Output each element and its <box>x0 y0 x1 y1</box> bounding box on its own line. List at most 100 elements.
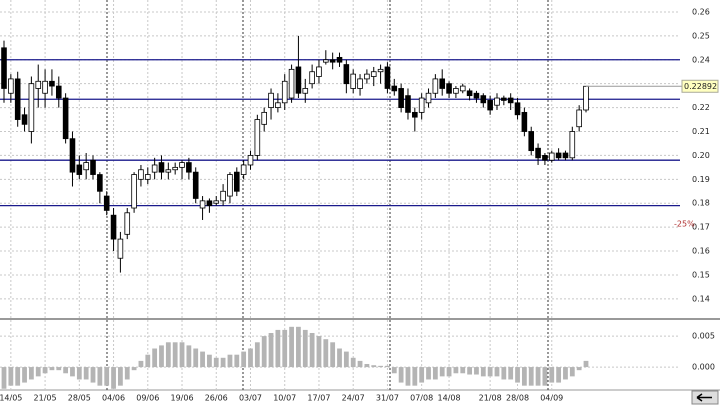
histogram-bar <box>261 336 267 368</box>
candle-body <box>302 88 309 94</box>
histogram-bar <box>90 367 96 383</box>
candle-body <box>548 152 555 161</box>
histogram-bar <box>234 354 240 368</box>
histogram-bar <box>494 367 500 377</box>
candle-body <box>69 138 76 173</box>
histogram-bar <box>282 329 288 368</box>
candle-body <box>405 95 411 113</box>
x-tick-label: 28/05 <box>68 394 91 403</box>
histogram-bar <box>268 333 274 368</box>
x-tick-label: 03/07 <box>239 394 262 403</box>
candle-body <box>8 78 14 94</box>
candle-body <box>254 119 261 156</box>
candle-body <box>309 71 315 85</box>
histogram-bar <box>405 367 411 386</box>
candle-body <box>446 83 452 94</box>
histogram-bar <box>63 367 69 374</box>
candle-body <box>453 88 459 94</box>
candle-body <box>186 162 192 173</box>
candle-body <box>398 88 404 108</box>
histogram-bar <box>227 354 233 368</box>
histogram-bar <box>296 326 301 368</box>
x-tick-label: 17/07 <box>307 394 330 403</box>
histogram-bar <box>289 326 294 368</box>
y-tick-label: 0.24 <box>692 55 710 64</box>
candle-body <box>343 64 350 85</box>
candle-body <box>76 164 83 175</box>
histogram-bar <box>563 367 568 380</box>
y-tick-label: 0.21 <box>692 127 710 136</box>
x-tick-label: 21/08 <box>479 394 502 403</box>
histogram-bar <box>385 365 390 368</box>
histogram-bar <box>152 348 158 368</box>
candle-body <box>151 164 158 173</box>
histogram-bar <box>460 367 466 374</box>
candle-body <box>172 166 178 171</box>
x-tick-label: 24/07 <box>342 394 365 403</box>
histogram-bar <box>302 329 308 368</box>
y-tick-label: 0.20 <box>692 151 710 160</box>
histogram-bar <box>179 342 185 368</box>
candle-body <box>179 162 185 168</box>
candle-body <box>227 174 233 197</box>
histogram-bar <box>254 342 260 368</box>
histogram-bar <box>316 336 322 368</box>
candle-body <box>247 155 254 166</box>
candle-body <box>295 66 302 94</box>
candle-body <box>117 238 124 259</box>
histogram-bar <box>118 367 123 386</box>
histogram-bar <box>446 367 452 377</box>
candle-body <box>144 174 151 180</box>
histogram-bar <box>159 345 164 368</box>
candle-body <box>268 92 274 108</box>
candle-body <box>110 214 117 240</box>
histogram-bar <box>200 351 205 368</box>
histogram-bar <box>576 367 582 371</box>
candle-body <box>391 85 398 92</box>
candle-body <box>439 78 446 89</box>
candle-body <box>21 114 28 125</box>
histogram-bar <box>165 342 171 368</box>
histogram-bar <box>70 367 75 377</box>
candle-body <box>49 80 55 87</box>
candle-body <box>62 97 69 140</box>
histogram-bar <box>22 367 27 383</box>
candle-body <box>412 111 418 118</box>
candle-body <box>432 78 439 94</box>
histogram-bar <box>364 363 370 368</box>
histogram-bar <box>248 348 253 368</box>
y-tick-label: 0.22 <box>692 103 710 112</box>
histogram-bar <box>432 367 438 380</box>
y-tick-label: 0.14 <box>692 294 710 303</box>
histogram-bar <box>186 345 192 368</box>
histogram-bar <box>111 367 116 389</box>
histogram-bar <box>42 367 48 374</box>
candle-body <box>288 68 295 99</box>
candle-body <box>521 111 528 132</box>
candle-body <box>459 85 466 92</box>
histogram-bar <box>398 367 404 383</box>
y-tick-label: 0.15 <box>692 270 710 279</box>
candle-body <box>370 71 377 77</box>
histogram-bar <box>76 367 82 380</box>
candle-body <box>384 66 391 89</box>
candle-body <box>90 159 96 175</box>
candle-body <box>487 100 493 111</box>
y-tick-label: 0.000 <box>692 363 715 372</box>
y-tick-label: 0.19 <box>692 175 710 184</box>
candle-body <box>234 171 240 192</box>
candle-body <box>199 200 206 209</box>
candle-body <box>323 59 329 63</box>
x-tick-label: 31/07 <box>376 394 399 403</box>
candle-body <box>213 200 220 204</box>
candle-body <box>165 169 172 173</box>
histogram-bar <box>453 367 459 374</box>
candle-body <box>240 164 247 175</box>
x-tick-label: 04/09 <box>540 394 563 403</box>
candle-body <box>192 171 199 199</box>
histogram-bar <box>474 367 479 375</box>
histogram-bar <box>583 360 589 368</box>
histogram-bar <box>487 367 493 377</box>
x-tick-label: 09/06 <box>136 394 159 403</box>
candle-body <box>377 68 384 73</box>
